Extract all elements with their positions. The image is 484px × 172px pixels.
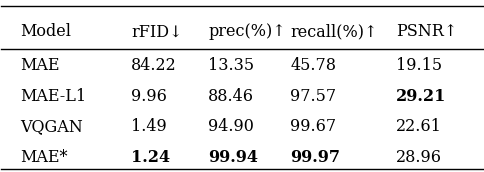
Text: MAE-L1: MAE-L1 bbox=[21, 88, 87, 105]
Text: 45.78: 45.78 bbox=[290, 57, 336, 74]
Text: 22.61: 22.61 bbox=[396, 118, 442, 135]
Text: recall(%)↑: recall(%)↑ bbox=[290, 23, 378, 40]
Text: 99.94: 99.94 bbox=[208, 149, 258, 166]
Text: 1.24: 1.24 bbox=[131, 149, 170, 166]
Text: 84.22: 84.22 bbox=[131, 57, 177, 74]
Text: MAE*: MAE* bbox=[21, 149, 68, 166]
Text: 88.46: 88.46 bbox=[208, 88, 254, 105]
Text: 9.96: 9.96 bbox=[131, 88, 167, 105]
Text: 97.57: 97.57 bbox=[290, 88, 336, 105]
Text: PSNR↑: PSNR↑ bbox=[396, 23, 457, 40]
Text: 94.90: 94.90 bbox=[208, 118, 254, 135]
Text: 1.49: 1.49 bbox=[131, 118, 167, 135]
Text: Model: Model bbox=[21, 23, 72, 40]
Text: 28.96: 28.96 bbox=[396, 149, 442, 166]
Text: MAE: MAE bbox=[21, 57, 60, 74]
Text: 99.67: 99.67 bbox=[290, 118, 336, 135]
Text: 99.97: 99.97 bbox=[290, 149, 340, 166]
Text: VQGAN: VQGAN bbox=[21, 118, 83, 135]
Text: 29.21: 29.21 bbox=[396, 88, 446, 105]
Text: prec(%)↑: prec(%)↑ bbox=[208, 23, 286, 40]
Text: 19.15: 19.15 bbox=[396, 57, 442, 74]
Text: rFID↓: rFID↓ bbox=[131, 23, 182, 40]
Text: 13.35: 13.35 bbox=[208, 57, 255, 74]
